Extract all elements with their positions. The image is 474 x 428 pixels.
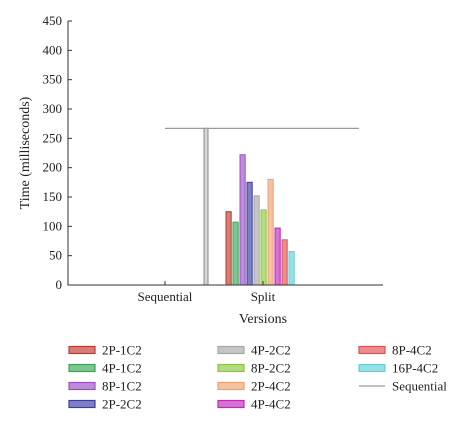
legend-item: Sequential xyxy=(359,379,447,394)
y-tick-label: 0 xyxy=(56,277,63,292)
bar-8p-1c2 xyxy=(239,154,246,286)
bar-8p-2c2 xyxy=(260,209,267,286)
legend-item: 8P-1C2 xyxy=(68,379,142,394)
x-tick-label: Split xyxy=(251,289,276,304)
legend-swatch xyxy=(217,345,245,355)
legend-swatch xyxy=(217,399,245,409)
bar-2p-4c2 xyxy=(267,178,274,286)
bar-4p-2c2 xyxy=(253,195,260,286)
y-tick-label: 300 xyxy=(43,101,63,116)
y-tick-label: 100 xyxy=(43,218,63,233)
legend-item: 2P-2C2 xyxy=(68,397,142,412)
legend-label: 2P-1C2 xyxy=(102,343,142,358)
legend-item: 2P-4C2 xyxy=(217,379,291,394)
legend-item: 8P-2C2 xyxy=(217,361,291,376)
legend-item: 2P-1C2 xyxy=(68,343,142,358)
bar-2p-2c2 xyxy=(246,181,253,286)
y-tick-label: 400 xyxy=(43,42,63,57)
plot-area xyxy=(165,127,359,286)
axes: 0 50 100 150 200 250 300 350 400 450 Sequential Spl… xyxy=(43,13,383,304)
bar-8p-4c2 xyxy=(281,239,288,286)
bar-2p-1c2 xyxy=(225,211,232,286)
y-tick-label: 50 xyxy=(49,248,62,263)
legend-label: 8P-1C2 xyxy=(102,379,142,394)
legend-item: 16P-4C2 xyxy=(358,361,438,376)
legend-swatch xyxy=(217,363,245,373)
y-tick-label: 250 xyxy=(43,130,63,145)
legend-label: 8P-4C2 xyxy=(392,343,432,358)
legend-item: 4P-1C2 xyxy=(68,361,142,376)
legend-label: 4P-4C2 xyxy=(251,397,291,412)
legend-swatch xyxy=(358,345,386,355)
bar-sequential xyxy=(203,127,209,286)
bar-16p-4c2 xyxy=(288,251,295,286)
y-axis-label: Time (milliseconds) xyxy=(18,96,33,209)
legend-item: 4P-4C2 xyxy=(217,397,291,412)
legend-swatch xyxy=(217,381,245,391)
y-tick-label: 450 xyxy=(43,13,63,28)
legend-swatch xyxy=(68,399,96,409)
legend-label: 2P-4C2 xyxy=(251,379,291,394)
legend-label: Sequential xyxy=(392,379,447,394)
bar-4p-1c2 xyxy=(232,221,239,286)
legend: 2P-1C2 4P-1C2 8P-1C2 2P-2C2 4P-2C2 8P-2C2 2P-4… xyxy=(68,343,447,412)
x-axis-label: Versions xyxy=(239,312,287,327)
legend-label: 4P-1C2 xyxy=(102,361,142,376)
legend-swatch xyxy=(68,381,96,391)
y-tick-label: 200 xyxy=(43,160,63,175)
legend-label: 2P-2C2 xyxy=(102,397,142,412)
legend-swatch xyxy=(68,345,96,355)
legend-swatch xyxy=(358,363,386,373)
legend-label: 4P-2C2 xyxy=(251,343,291,358)
axis-frame xyxy=(67,21,383,286)
legend-label: 16P-4C2 xyxy=(392,361,438,376)
bar-4p-4c2 xyxy=(274,227,281,286)
legend-item: 8P-4C2 xyxy=(358,343,432,358)
legend-swatch xyxy=(68,363,96,373)
x-tick-label: Sequential xyxy=(138,289,193,304)
legend-item: 4P-2C2 xyxy=(217,343,291,358)
y-tick-label: 150 xyxy=(43,189,63,204)
y-tick-label: 350 xyxy=(43,72,63,87)
legend-label: 8P-2C2 xyxy=(251,361,291,376)
